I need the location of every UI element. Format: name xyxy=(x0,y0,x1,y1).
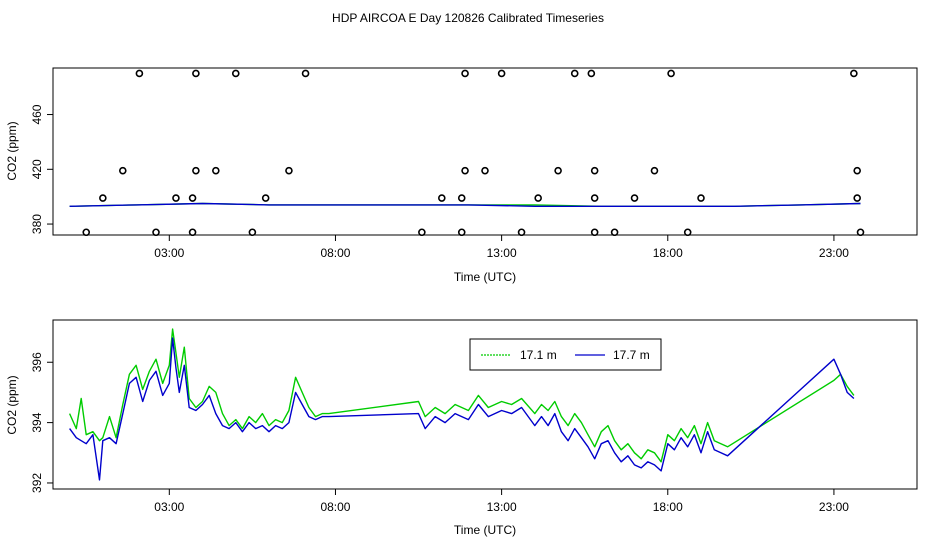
outlier-point xyxy=(212,166,220,175)
outlier-point xyxy=(188,228,197,237)
outlier-point xyxy=(188,194,197,202)
outlier-point xyxy=(118,166,127,175)
outlier-point xyxy=(853,194,861,202)
outlier-point xyxy=(497,69,506,78)
outlier-point xyxy=(457,228,466,237)
outlier-point xyxy=(570,69,579,78)
bottom-x-axis-label: Time (UTC) xyxy=(454,523,516,537)
outlier-point xyxy=(610,228,619,237)
bottom-x-tick-label: 03:00 xyxy=(154,500,184,514)
outlier-point xyxy=(697,194,705,202)
top-series-line-17-7-m xyxy=(69,202,861,207)
top-x-tick-label: 08:00 xyxy=(320,246,350,260)
outlier-point xyxy=(461,69,469,78)
legend-label-17-7: 17.7 m xyxy=(613,348,650,362)
top-axes: 03:00 08:00 13:00 18:00 23:00 380 420 460 xyxy=(30,104,849,260)
top-x-tick-label: 18:00 xyxy=(653,246,683,260)
outlier-point xyxy=(172,194,180,202)
bottom-y-axis-label: CO2 (ppm) xyxy=(5,375,19,434)
outlier-point xyxy=(418,228,426,237)
outlier-point xyxy=(192,69,200,78)
outlier-point xyxy=(135,69,144,78)
outlier-point xyxy=(231,69,240,78)
bottom-x-tick-label: 08:00 xyxy=(320,500,350,514)
outlier-point xyxy=(856,228,865,237)
outlier-point xyxy=(590,194,599,202)
outlier-point xyxy=(590,166,599,175)
outlier-point xyxy=(285,166,293,175)
bottom-marks xyxy=(68,328,855,481)
top-x-tick-label: 13:00 xyxy=(487,246,517,260)
chart-title: HDP AIRCOA E Day 120826 Calibrated Times… xyxy=(332,11,604,25)
top-y-axis-label: CO2 (ppm) xyxy=(5,121,19,180)
bottom-y-tick-label: 396 xyxy=(30,352,44,372)
legend-box xyxy=(469,338,662,371)
outlier-point xyxy=(99,194,107,202)
outlier-point xyxy=(554,166,562,175)
outlier-point xyxy=(590,228,599,237)
top-panel: 03:00 08:00 13:00 18:00 23:00 380 420 460 Time … xyxy=(5,67,918,284)
bottom-axes: 03:00 08:00 13:00 18:00 23:00 392 394 396 xyxy=(30,352,849,514)
top-x-axis-label: Time (UTC) xyxy=(454,270,516,284)
top-plot-frame xyxy=(52,67,918,236)
bottom-plot-frame xyxy=(52,319,918,490)
outlier-point xyxy=(261,194,270,202)
bottom-x-tick-label: 13:00 xyxy=(487,500,517,514)
outlier-point xyxy=(248,228,257,237)
bottom-y-tick-label: 394 xyxy=(30,412,44,432)
outlier-point xyxy=(850,69,858,78)
outlier-point xyxy=(481,166,489,175)
outlier-point xyxy=(301,69,310,78)
outlier-point xyxy=(650,166,659,175)
top-marks xyxy=(69,69,865,237)
top-y-tick-label: 460 xyxy=(30,104,44,124)
legend-label-17-1: 17.1 m xyxy=(520,348,557,362)
top-y-tick-label: 380 xyxy=(30,214,44,234)
outlier-point xyxy=(152,228,160,237)
outlier-point xyxy=(457,194,466,202)
outlier-point xyxy=(587,69,596,78)
outlier-point xyxy=(192,166,200,175)
top-x-tick-label: 03:00 xyxy=(154,246,184,260)
bottom-y-tick-label: 392 xyxy=(30,473,44,493)
outlier-point xyxy=(437,194,446,202)
outlier-point xyxy=(630,194,639,202)
outlier-point xyxy=(683,228,692,237)
bottom-panel: 03:00 08:00 13:00 18:00 23:00 392 394 396 Time … xyxy=(5,319,918,537)
bottom-series-line-17-1-m xyxy=(68,328,855,463)
top-y-tick-label: 420 xyxy=(30,159,44,179)
outlier-point xyxy=(461,166,469,175)
outlier-point xyxy=(82,228,91,237)
outlier-point xyxy=(534,194,542,202)
outlier-point xyxy=(853,166,861,175)
top-x-tick-label: 23:00 xyxy=(819,246,849,260)
bottom-series-line-17-7-m xyxy=(69,337,855,481)
bottom-x-tick-label: 18:00 xyxy=(653,500,683,514)
bottom-x-tick-label: 23:00 xyxy=(819,500,849,514)
outlier-point xyxy=(517,228,526,237)
legend: 17.1 m 17.7 m xyxy=(469,338,662,371)
outlier-point xyxy=(667,69,675,78)
